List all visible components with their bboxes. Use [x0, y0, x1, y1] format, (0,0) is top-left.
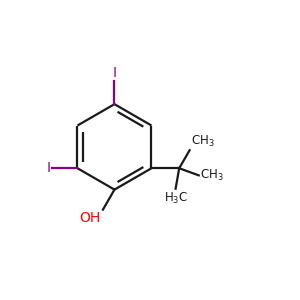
Text: H$_3$C: H$_3$C [164, 191, 188, 206]
Text: I: I [112, 66, 116, 80]
Text: CH$_3$: CH$_3$ [191, 134, 214, 149]
Text: I: I [47, 161, 51, 175]
Text: OH: OH [80, 211, 100, 225]
Text: CH$_3$: CH$_3$ [200, 168, 224, 183]
